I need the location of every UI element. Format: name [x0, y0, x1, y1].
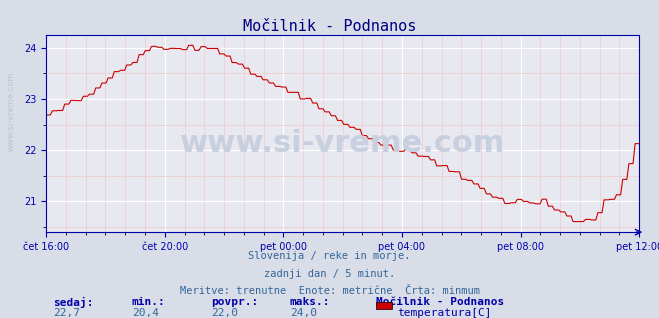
Text: www.si-vreme.com: www.si-vreme.com	[180, 129, 505, 158]
Text: 20,4: 20,4	[132, 308, 159, 318]
Text: temperatura[C]: temperatura[C]	[397, 308, 492, 318]
Text: povpr.:: povpr.:	[211, 297, 258, 307]
Text: 24,0: 24,0	[290, 308, 317, 318]
Text: Slovenija / reke in morje.: Slovenija / reke in morje.	[248, 251, 411, 261]
Text: min.:: min.:	[132, 297, 165, 307]
Text: www.si-vreme.com: www.si-vreme.com	[7, 72, 16, 151]
Text: 22,7: 22,7	[53, 308, 80, 318]
Text: sedaj:: sedaj:	[53, 297, 93, 308]
Text: zadnji dan / 5 minut.: zadnji dan / 5 minut.	[264, 269, 395, 279]
Text: Močilnik - Podnanos: Močilnik - Podnanos	[243, 19, 416, 34]
Text: maks.:: maks.:	[290, 297, 330, 307]
Text: 22,0: 22,0	[211, 308, 238, 318]
Text: Meritve: trenutne  Enote: metrične  Črta: minmum: Meritve: trenutne Enote: metrične Črta: …	[179, 286, 480, 296]
Text: Močilnik - Podnanos: Močilnik - Podnanos	[376, 297, 504, 307]
